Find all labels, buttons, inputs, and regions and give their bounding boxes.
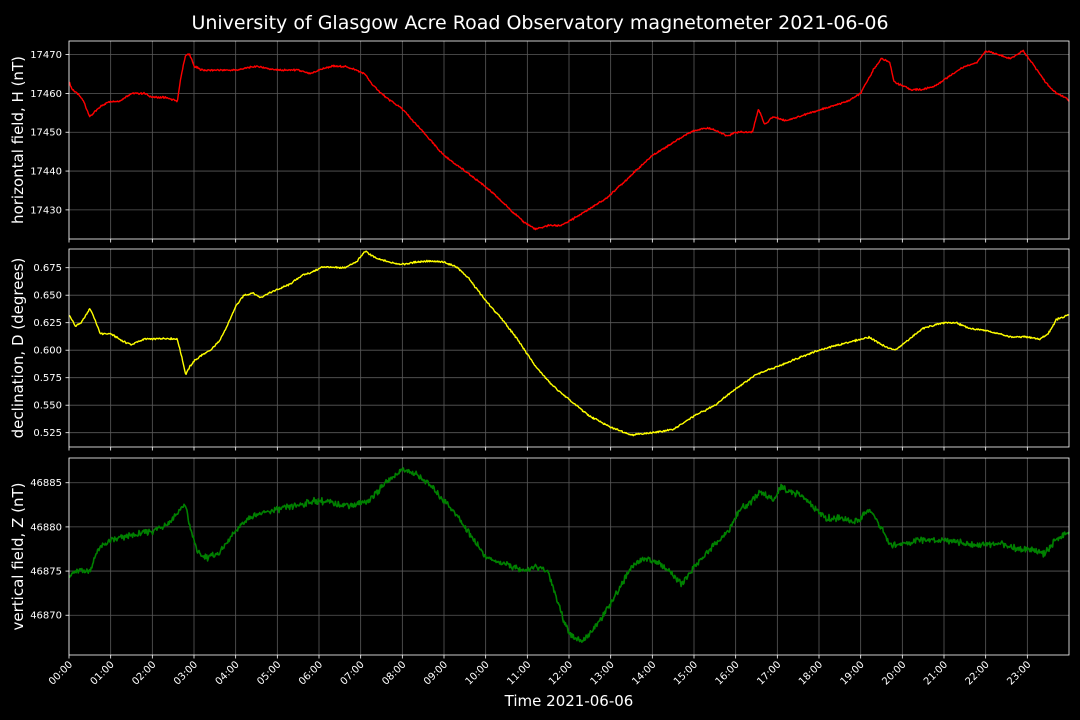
y-tick-label: 0.650 — [33, 291, 62, 302]
y-tick-label: 0.575 — [33, 373, 62, 384]
y-tick-label: 46880 — [30, 522, 62, 533]
y-tick-label: 17430 — [30, 205, 62, 216]
y-tick-label: 17440 — [30, 167, 62, 178]
y-tick-label: 0.600 — [33, 346, 62, 357]
x-axis-title: Time 2021-06-06 — [504, 692, 634, 710]
chart-title: University of Glasgow Acre Road Observat… — [191, 12, 888, 34]
y-tick-label: 46885 — [30, 478, 62, 489]
y-tick-label: 0.675 — [33, 263, 62, 274]
y-axis-title: declination, D (degrees) — [9, 258, 27, 439]
axes-frame — [68, 40, 1070, 240]
y-axis-title: horizontal field, H (nT) — [9, 56, 27, 224]
axes-frame — [68, 457, 1070, 656]
y-axis-title: vertical field, Z (nT) — [9, 482, 27, 630]
axes-frame — [68, 248, 1070, 448]
y-tick-label: 17470 — [30, 50, 62, 61]
y-tick-label: 46875 — [30, 567, 62, 578]
panel-1: 0.525 0.550 0.575 0.600 0.625 0.650 0.675 decli… — [9, 248, 1070, 451]
series-line — [68, 49, 1070, 231]
y-tick-label: 0.525 — [33, 428, 62, 439]
y-tick-label: 46870 — [30, 611, 62, 622]
y-tick-label: 0.550 — [33, 401, 62, 412]
series-line — [68, 467, 1070, 643]
y-tick-label: 17460 — [30, 89, 62, 100]
y-tick-label: 17450 — [30, 128, 62, 139]
y-tick-label: 0.625 — [33, 318, 62, 329]
series-line — [68, 250, 1070, 437]
